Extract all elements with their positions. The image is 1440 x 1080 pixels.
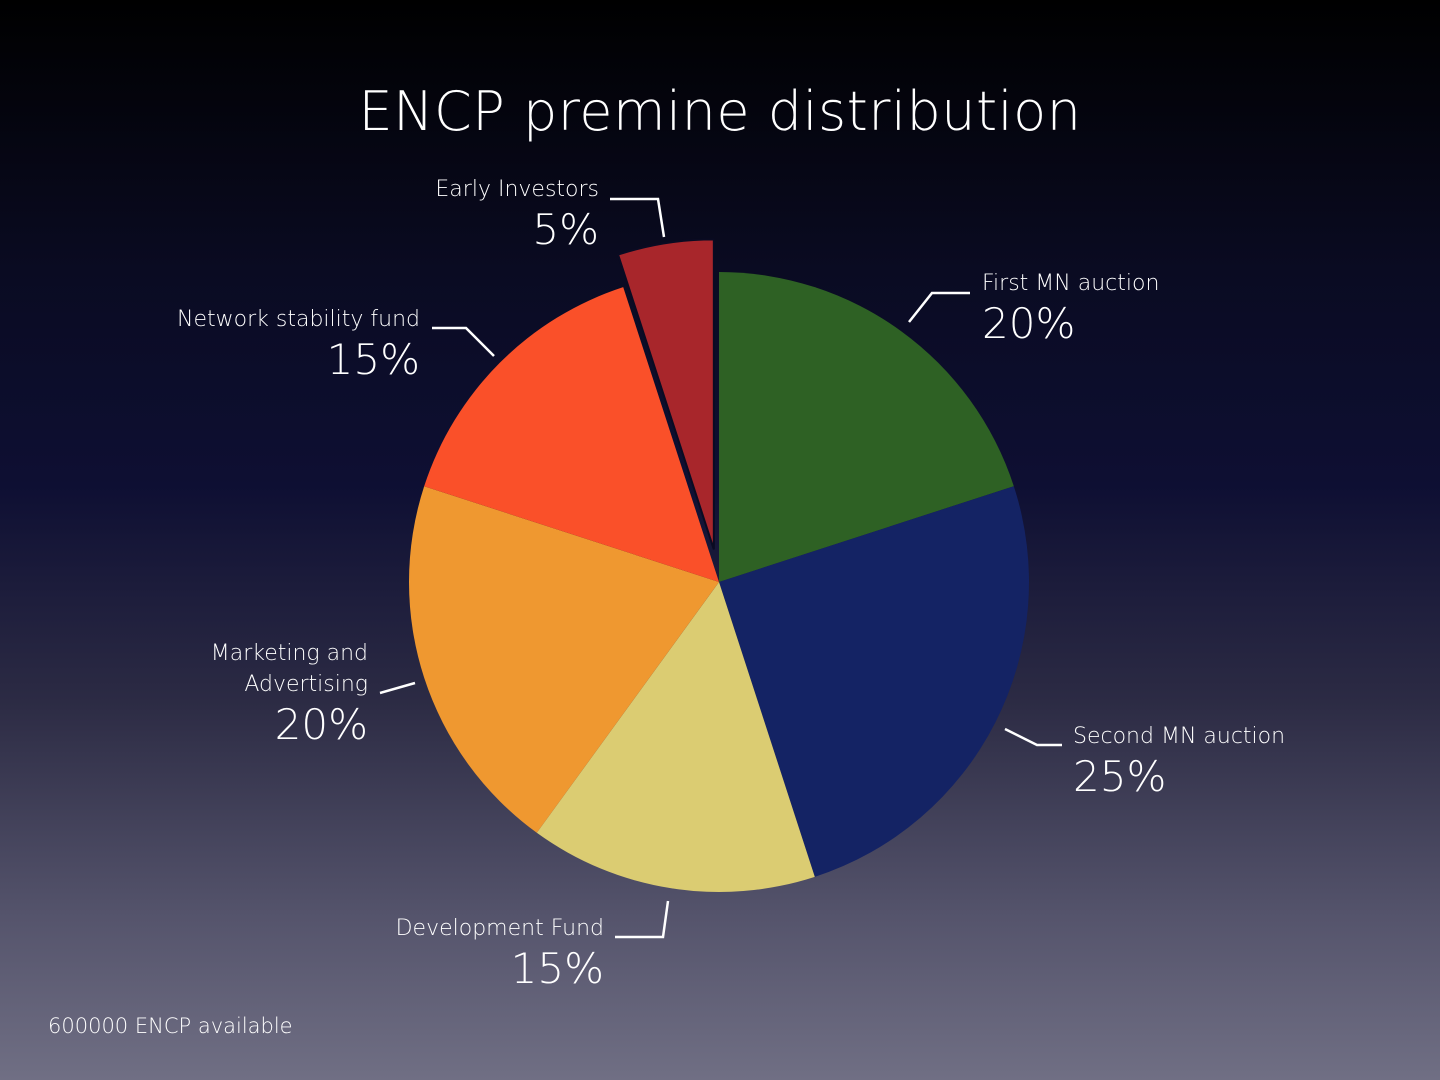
leader-line [1004,727,1062,747]
slice-label: Advertising [244,672,368,697]
slice-label: Marketing and [211,641,368,666]
pie-slice-network-stability-fund [424,287,719,582]
slice-percent: 5% [532,205,599,254]
slice-label: Early Investors [435,177,599,202]
slice-percent: 20% [275,700,368,749]
slice-label: First MN auction [982,271,1159,296]
pie-slice-early-investors [616,238,715,550]
slice-label: Second MN auction [1073,724,1285,749]
leader-line [908,291,970,323]
chart-title: ENCP premine distribution [358,80,1082,143]
slice-percent: 15% [511,944,604,993]
slice-percent: 20% [982,299,1075,348]
slice-percent: 15% [327,335,420,384]
pie-slice-first-mn-auction [719,272,1014,582]
leader-line [610,197,666,238]
slice-percent: 25% [1073,752,1166,801]
slice-label: Network stability fund [177,307,420,332]
leader-line [379,681,416,695]
leader-line [432,326,495,357]
footer-note: 600000 ENCP available [48,1014,293,1038]
leader-line [615,900,670,939]
slice-label: Development Fund [396,916,604,941]
pie-slice-second-mn-auction [719,486,1029,877]
pie-slice-marketing-and-advertising [409,486,719,833]
pie-slice-development-fund [536,582,815,892]
